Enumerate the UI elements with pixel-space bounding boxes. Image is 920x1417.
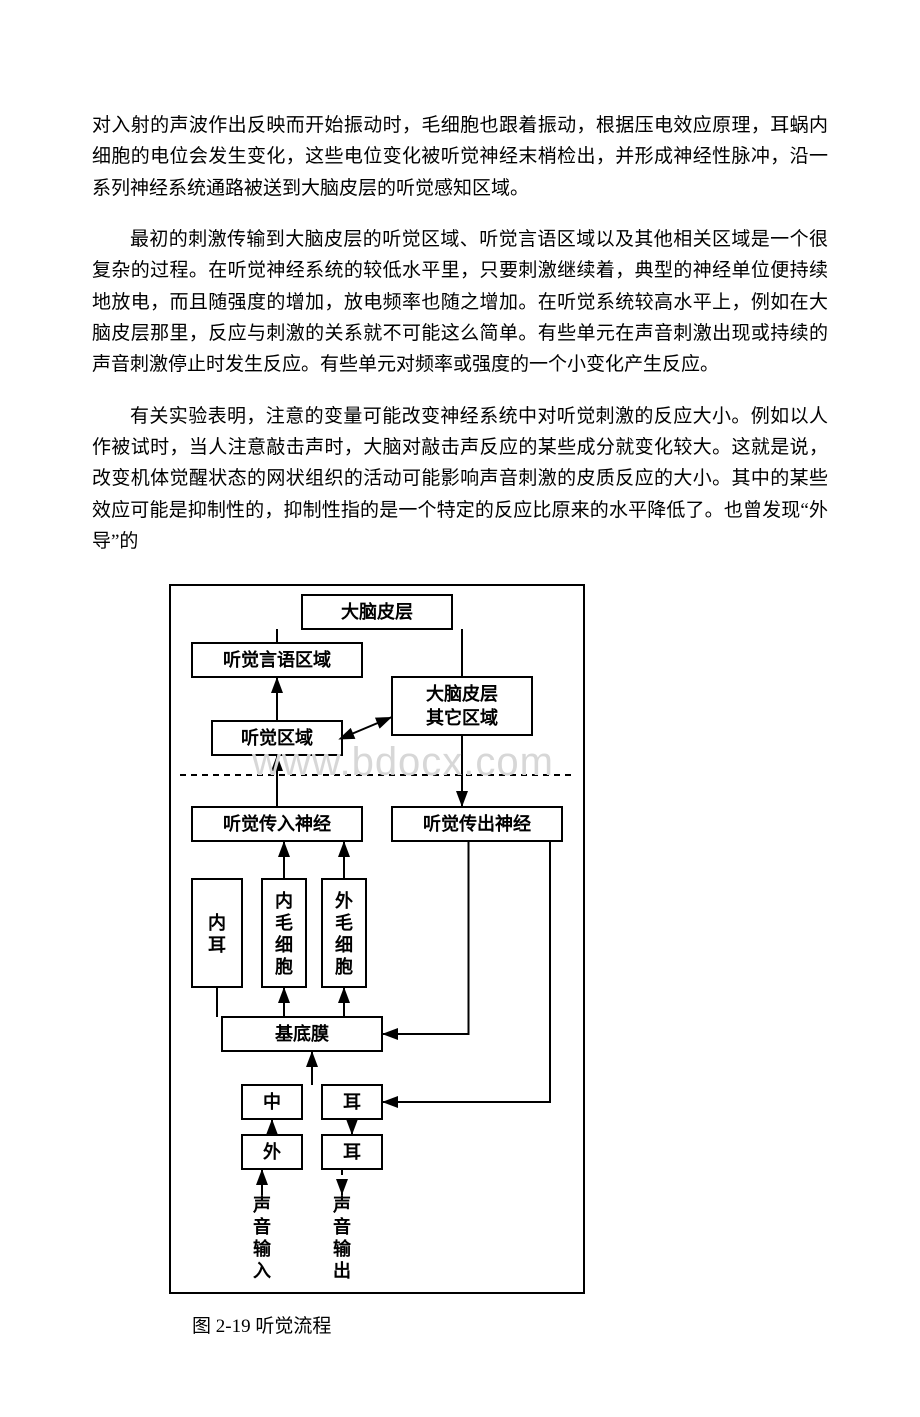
svg-text:内: 内 <box>208 912 226 933</box>
svg-text:大脑皮层: 大脑皮层 <box>341 601 413 622</box>
svg-text:毛: 毛 <box>275 912 293 933</box>
svg-text:声: 声 <box>332 1194 351 1215</box>
paragraph-2: 最初的刺激传输到大脑皮层的听觉区域、听觉言语区域以及其他相关区域是一个很复杂的过… <box>92 224 828 381</box>
figure-wrapper: www.bdocx.com 大脑皮层听觉言语区域大脑皮层其它区域听觉区域听觉传入… <box>162 577 592 1342</box>
paragraph-3: 有关实验表明，注意的变量可能改变神经系统中对听觉刺激的反应大小。例如以人作被试时… <box>92 401 828 558</box>
svg-text:内: 内 <box>275 890 293 911</box>
svg-text:听觉传入神经: 听觉传入神经 <box>223 813 331 834</box>
svg-text:毛: 毛 <box>335 912 353 933</box>
svg-text:基底膜: 基底膜 <box>274 1023 329 1044</box>
svg-text:出: 出 <box>333 1260 351 1281</box>
document-page: 对入射的声波作出反映而开始振动时，毛细胞也跟着振动，根据压电效应原理，耳蜗内细胞… <box>0 0 920 1417</box>
svg-text:中: 中 <box>263 1091 281 1112</box>
svg-text:听觉言语区域: 听觉言语区域 <box>223 649 331 670</box>
svg-text:耳: 耳 <box>343 1142 361 1162</box>
svg-text:输: 输 <box>253 1238 272 1259</box>
svg-text:外: 外 <box>263 1141 281 1162</box>
svg-text:大脑皮层: 大脑皮层 <box>426 683 498 704</box>
svg-text:胞: 胞 <box>335 956 353 977</box>
svg-text:细: 细 <box>275 934 293 955</box>
svg-text:胞: 胞 <box>275 956 293 977</box>
svg-text:入: 入 <box>253 1261 271 1281</box>
svg-text:听觉传出神经: 听觉传出神经 <box>423 813 531 834</box>
svg-text:音: 音 <box>253 1216 271 1237</box>
svg-text:耳: 耳 <box>208 935 226 955</box>
svg-text:外: 外 <box>335 890 353 911</box>
svg-text:细: 细 <box>335 934 353 955</box>
figure-caption: 图 2-19 听觉流程 <box>192 1311 592 1342</box>
svg-text:耳: 耳 <box>343 1092 361 1112</box>
svg-text:音: 音 <box>333 1216 351 1237</box>
auditory-flowchart: 大脑皮层听觉言语区域大脑皮层其它区域听觉区域听觉传入神经听觉传出神经内耳内毛细胞… <box>162 577 592 1301</box>
svg-text:声: 声 <box>252 1194 271 1215</box>
paragraph-1: 对入射的声波作出反映而开始振动时，毛细胞也跟着振动，根据压电效应原理，耳蜗内细胞… <box>92 110 828 204</box>
svg-text:输: 输 <box>333 1238 352 1259</box>
svg-text:其它区域: 其它区域 <box>426 707 498 728</box>
svg-text:听觉区域: 听觉区域 <box>241 727 313 748</box>
